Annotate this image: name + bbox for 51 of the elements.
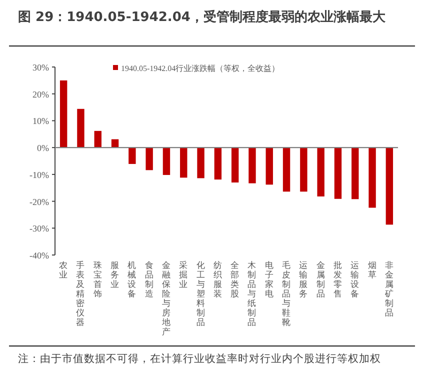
bar [317, 148, 324, 196]
y-tick-label: 30% [32, 62, 50, 72]
x-tick-label: 采掘业 [179, 260, 188, 290]
y-tick-label: -20% [30, 196, 50, 207]
bar [146, 148, 153, 170]
chart-title: 图 29：1940.05-1942.04，受管制程度最弱的农业涨幅最大 [18, 9, 386, 25]
legend-label: 1940.05-1942.04行业涨跌幅（等权，全收益） [121, 64, 280, 73]
bar [386, 148, 394, 225]
y-tick-label: -30% [30, 224, 50, 234]
x-tick-label: 毛皮制品与鞋靴 [282, 260, 292, 328]
y-tick-label: 10% [32, 116, 50, 126]
x-tick-label: 纺织服装 [213, 260, 222, 300]
bar [111, 139, 119, 148]
bar [368, 148, 376, 208]
y-tick-label: -10% [30, 170, 50, 180]
x-tick-label: 珠宝首饰 [92, 260, 102, 300]
x-tick-label: 全部类股 [230, 260, 240, 300]
bar [352, 148, 359, 200]
x-tick-label: 农业 [59, 260, 68, 280]
text: 注：由于市值数据不可得，在计算行业收益率时对行业内个股进行等权加权 [18, 352, 381, 365]
x-tick-label: 木制品与纸制品 [248, 260, 257, 328]
x-tick-label: 运输设备 [350, 260, 360, 300]
bar [77, 108, 84, 148]
x-tick-label: 电子家电 [264, 260, 274, 300]
x-tick-label: 烟草 [368, 260, 377, 280]
bar [248, 148, 256, 184]
x-tick-label: 食品制造 [144, 260, 154, 300]
y-tick-label: 0% [37, 143, 50, 154]
bar [162, 148, 170, 175]
bar [60, 80, 68, 148]
bar [128, 148, 136, 164]
bar [180, 148, 188, 178]
x-tick-label: 金属制品 [316, 260, 326, 300]
x-tick-label: 机械设备 [128, 260, 137, 300]
bar [94, 130, 102, 148]
bar [214, 148, 222, 180]
bar [197, 148, 204, 178]
bar [334, 148, 342, 199]
bar [300, 148, 308, 192]
x-tick-label: 批发零售 [333, 260, 342, 300]
bar [282, 148, 290, 192]
x-tick-label: 金融保险与房地产 [160, 260, 171, 338]
y-tick-label: 20% [32, 89, 50, 100]
x-tick-label: 化工与塑料制品 [196, 260, 206, 328]
bar [231, 148, 239, 182]
y-tick-label: -40% [30, 250, 50, 260]
x-tick-label: 运输服务 [299, 260, 308, 300]
x-tick-label: 非金属矿制品 [384, 260, 394, 318]
x-tick-label: 服务业 [110, 261, 120, 290]
x-tick-label: 手表及精密仪器 [76, 260, 86, 328]
bar [266, 148, 273, 185]
